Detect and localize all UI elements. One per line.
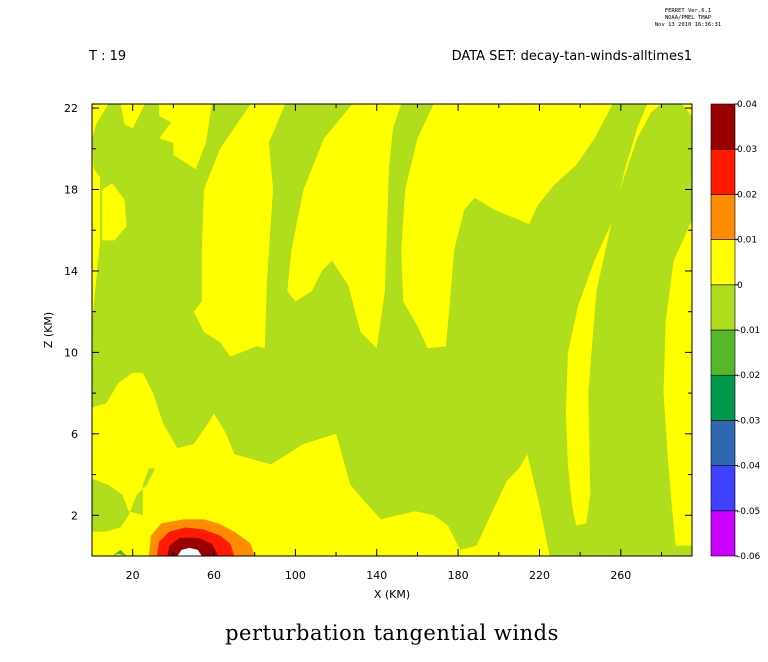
plot-frame xyxy=(91,103,693,557)
colorbar-label-5: -0.01 xyxy=(737,326,760,336)
x-tick-label-1: 60 xyxy=(207,569,221,582)
y-tick-label-0: 2 xyxy=(71,509,78,522)
colorbar-label-1: -0.05 xyxy=(737,507,760,517)
y-tick-label-2: 10 xyxy=(64,346,78,359)
colorbar-label-7: 0.01 xyxy=(737,236,757,246)
contour-region-3 xyxy=(120,104,145,129)
x-tick-label-0: 20 xyxy=(126,569,140,582)
dataset-label: DATA SET: decay-tan-winds-alltimes1 xyxy=(452,49,692,64)
colorbar-label-2: -0.04 xyxy=(737,462,761,472)
y-tick-label-3: 14 xyxy=(64,265,78,278)
contour-region-4 xyxy=(92,468,156,532)
x-tick-label-4: 180 xyxy=(448,569,469,582)
colorbar-swatch-1 xyxy=(710,465,736,512)
colorbar-swatch-9 xyxy=(710,103,736,150)
contour-region-5 xyxy=(112,549,127,556)
colorbar-label-0: -0.06 xyxy=(737,552,761,562)
contour-regions xyxy=(92,104,692,556)
y-tick-label-4: 18 xyxy=(64,184,78,197)
colorbar-label-4: -0.02 xyxy=(737,371,760,381)
colorbar-label-3: -0.03 xyxy=(737,416,760,426)
contour-region-8 xyxy=(167,537,219,556)
colorbar-label-10: 0.04 xyxy=(737,100,757,110)
contour-region-2 xyxy=(102,183,127,241)
ferret-org: NOAA/PMEL TMAP xyxy=(665,15,712,21)
colorbar-swatch-0 xyxy=(710,510,736,557)
colorbar-label-8: 0.02 xyxy=(737,190,757,200)
colorbar-swatch-6 xyxy=(710,239,736,286)
colorbar-swatch-4 xyxy=(710,329,736,376)
time-label: T : 19 xyxy=(88,49,126,64)
colorbar-swatch-5 xyxy=(710,284,736,331)
ferret-version: FERRET Ver.6.1 xyxy=(665,8,711,14)
y-axis-label: Z (KM) xyxy=(42,312,55,348)
y-tick-label-5: 22 xyxy=(64,102,78,115)
contour-region-1 xyxy=(92,104,692,556)
x-tick-label-2: 100 xyxy=(285,569,306,582)
contour-region-9 xyxy=(177,547,202,556)
x-tick-label-5: 220 xyxy=(529,569,550,582)
chart-title: perturbation tangential winds xyxy=(225,621,559,645)
colorbar: -0.06 -0.05 -0.04 -0.03 -0.02 -0.01 0 0.01 0.02 0… xyxy=(710,100,761,562)
y-tick-label-1: 6 xyxy=(71,428,78,441)
x-tick-label-6: 260 xyxy=(610,569,631,582)
colorbar-label-9: 0.03 xyxy=(737,145,757,155)
ferret-date: Nov 13 2010 16:36:31 xyxy=(655,22,721,28)
colorbar-swatch-2 xyxy=(710,420,736,466)
colorbar-swatch-3 xyxy=(710,374,736,421)
colorbar-swatch-8 xyxy=(710,148,736,195)
x-axis: 20 60 100 140 180 220 260 xyxy=(126,104,662,582)
x-axis-label: X (KM) xyxy=(374,588,410,601)
x-tick-label-3: 140 xyxy=(366,569,387,582)
y-axis: 2 6 10 14 18 22 xyxy=(64,102,692,522)
colorbar-swatch-7 xyxy=(710,194,736,240)
colorbar-label-6: 0 xyxy=(737,281,743,291)
